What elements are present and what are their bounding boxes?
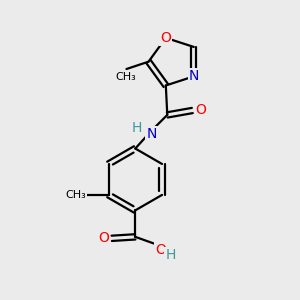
Text: N: N [146,127,157,141]
Text: N: N [189,69,199,83]
Text: O: O [98,231,109,245]
Text: H: H [165,248,176,262]
Text: O: O [160,31,171,45]
Text: O: O [155,242,166,256]
Text: O: O [196,103,207,118]
Text: H: H [131,121,142,135]
Text: CH₃: CH₃ [66,190,86,200]
Text: CH₃: CH₃ [116,72,136,82]
